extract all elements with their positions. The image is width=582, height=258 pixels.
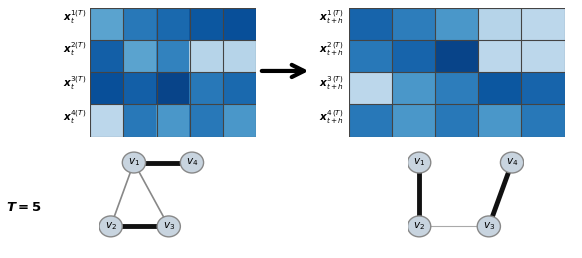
Text: $v_2$: $v_2$ (413, 221, 425, 232)
Text: $v_1$: $v_1$ (128, 157, 140, 168)
Text: $v_3$: $v_3$ (162, 221, 175, 232)
Ellipse shape (157, 216, 180, 237)
Text: $v_1$: $v_1$ (413, 157, 425, 168)
Text: $\boldsymbol{x}_t^{4(T)}$: $\boldsymbol{x}_t^{4(T)}$ (63, 108, 86, 126)
Text: $\boldsymbol{x}_{t+h}^{1\,(T)}$: $\boldsymbol{x}_{t+h}^{1\,(T)}$ (320, 8, 345, 26)
Text: $v_4$: $v_4$ (506, 157, 518, 168)
Text: $\boldsymbol{x}_{t+h}^{3\,(T)}$: $\boldsymbol{x}_{t+h}^{3\,(T)}$ (320, 74, 345, 92)
Text: $\boldsymbol{x}_t^{2(T)}$: $\boldsymbol{x}_t^{2(T)}$ (63, 41, 86, 59)
Text: $\boldsymbol{x}_t^{3(T)}$: $\boldsymbol{x}_t^{3(T)}$ (63, 74, 86, 92)
Ellipse shape (477, 216, 501, 237)
Ellipse shape (180, 152, 204, 173)
Text: $\boldsymbol{x}_t^{1(T)}$: $\boldsymbol{x}_t^{1(T)}$ (63, 8, 86, 26)
Text: $v_4$: $v_4$ (186, 157, 198, 168)
Ellipse shape (99, 216, 122, 237)
Ellipse shape (407, 216, 431, 237)
Text: $\boldsymbol{T = 5}$: $\boldsymbol{T = 5}$ (6, 201, 41, 214)
Ellipse shape (122, 152, 146, 173)
Text: $v_3$: $v_3$ (482, 221, 495, 232)
Text: $\boldsymbol{x}_{t+h}^{4\,(T)}$: $\boldsymbol{x}_{t+h}^{4\,(T)}$ (320, 108, 345, 126)
Ellipse shape (501, 152, 524, 173)
Text: $\boldsymbol{x}_{t+h}^{2\,(T)}$: $\boldsymbol{x}_{t+h}^{2\,(T)}$ (320, 41, 345, 59)
Ellipse shape (407, 152, 431, 173)
Text: $v_2$: $v_2$ (105, 221, 117, 232)
